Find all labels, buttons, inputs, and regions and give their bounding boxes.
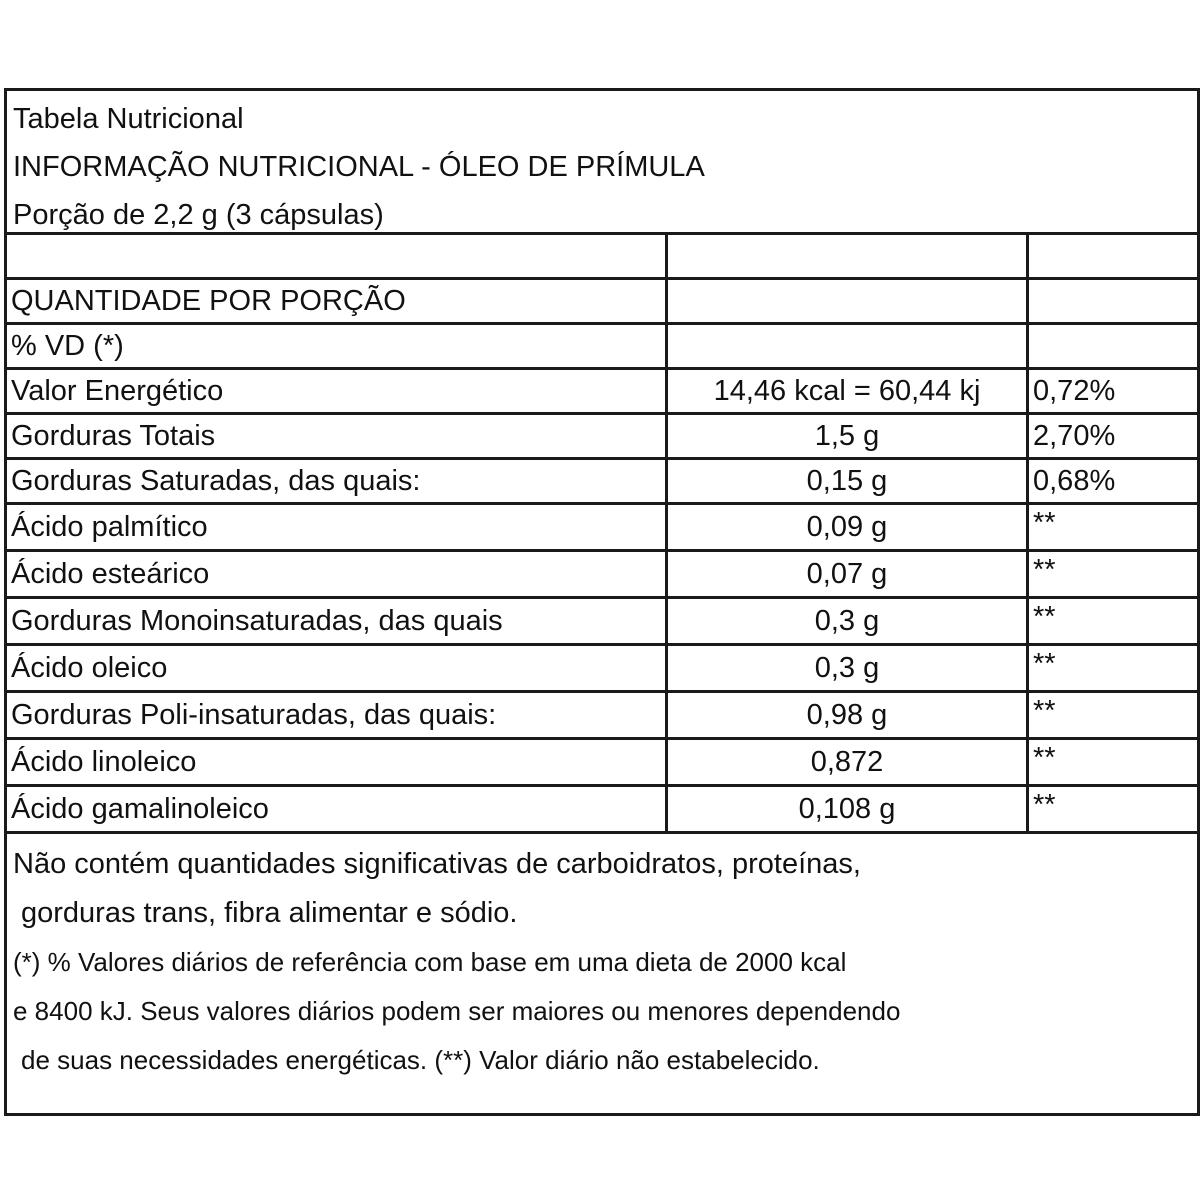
table-row: Ácido palmítico 0,09 g ** [7, 502, 1197, 552]
nutrient-amount: 0,09 g [665, 502, 1029, 552]
nutrient-amount: 1,5 g [665, 412, 1029, 460]
header-row: % VD (*) [7, 322, 1197, 370]
nutrient-name: Gorduras Totais [7, 412, 668, 460]
nutrient-amount: 14,46 kcal = 60,44 kj [665, 367, 1029, 415]
nutrient-name [7, 235, 668, 280]
nutrient-amount: 0,15 g [665, 457, 1029, 505]
nutrient-daily-value: 2,70% [1026, 412, 1197, 460]
table-row: Valor Energético 14,46 kcal = 60,44 kj 0,7… [7, 367, 1197, 415]
footnote-line: de suas necessidades energéticas. (**) V… [21, 1045, 820, 1075]
serving-size: Porção de 2,2 g (3 cápsulas) [13, 199, 384, 231]
footnote-line: e 8400 kJ. Seus valores diários podem se… [13, 996, 901, 1026]
nutrient-daily-value [1026, 235, 1197, 280]
table-title: Tabela Nutricional [13, 103, 244, 135]
nutrient-amount: 0,3 g [665, 596, 1029, 646]
footnotes: Não contém quantidades significativas de… [7, 834, 1197, 1085]
footnote-line: (*) % Valores diários de referência com … [13, 947, 847, 977]
nutrient-name: QUANTIDADE POR PORÇÃO [7, 277, 668, 325]
nutrient-daily-value: ** [1026, 502, 1197, 552]
nutrient-name: Ácido esteárico [7, 549, 668, 599]
nutrient-name: Gorduras Poli-insaturadas, das quais: [7, 690, 668, 740]
table-row: Ácido linoleico 0,872 ** [7, 737, 1197, 787]
nutrient-amount: 0,98 g [665, 690, 1029, 740]
nutrient-amount: 0,108 g [665, 784, 1029, 834]
nutrient-daily-value: ** [1026, 549, 1197, 599]
nutrient-name: % VD (*) [7, 322, 668, 370]
nutrient-name: Ácido palmítico [7, 502, 668, 552]
nutrient-daily-value: 0,72% [1026, 367, 1197, 415]
nutrient-name: Gorduras Monoinsaturadas, das quais [7, 596, 668, 646]
nutrient-amount: 0,872 [665, 737, 1029, 787]
nutrient-amount: 0,07 g [665, 549, 1029, 599]
nutrient-name: Valor Energético [7, 367, 668, 415]
nutrient-daily-value: ** [1026, 737, 1197, 787]
nutrient-amount [665, 277, 1029, 325]
nutrient-daily-value: 0,68% [1026, 457, 1197, 505]
nutrient-amount [665, 322, 1029, 370]
nutrient-daily-value [1026, 322, 1197, 370]
nutrient-daily-value [1026, 277, 1197, 325]
product-title: INFORMAÇÃO NUTRICIONAL - ÓLEO DE PRÍMULA [13, 151, 705, 183]
nutrient-amount [665, 235, 1029, 280]
nutrient-name: Ácido linoleico [7, 737, 668, 787]
header-row: QUANTIDADE POR PORÇÃO [7, 277, 1197, 325]
table-header: Tabela Nutricional INFORMAÇÃO NUTRICIONA… [7, 91, 1197, 235]
nutrient-name: Ácido oleico [7, 643, 668, 693]
nutrient-amount: 0,3 g [665, 643, 1029, 693]
header-row [7, 235, 1197, 280]
nutrition-table: Tabela Nutricional INFORMAÇÃO NUTRICIONA… [4, 88, 1200, 1116]
table-row: Gorduras Monoinsaturadas, das quais 0,3 g… [7, 596, 1197, 646]
table-row: Ácido oleico 0,3 g ** [7, 643, 1197, 693]
table-row: Gorduras Totais 1,5 g 2,70% [7, 412, 1197, 460]
nutrient-grid: QUANTIDADE POR PORÇÃO% VD (*) Valor Energ… [7, 235, 1197, 834]
nutrient-daily-value: ** [1026, 784, 1197, 834]
nutrient-daily-value: ** [1026, 690, 1197, 740]
table-row: Gorduras Poli-insaturadas, das quais: 0,9… [7, 690, 1197, 740]
footnote-line: Não contém quantidades significativas de… [13, 848, 861, 880]
footnote-line: gorduras trans, fibra alimentar e sódio. [21, 897, 518, 929]
nutrient-daily-value: ** [1026, 596, 1197, 646]
nutrient-name: Ácido gamalinoleico [7, 784, 668, 834]
nutrient-name: Gorduras Saturadas, das quais: [7, 457, 668, 505]
table-row: Ácido gamalinoleico 0,108 g ** [7, 784, 1197, 834]
nutrient-daily-value: ** [1026, 643, 1197, 693]
table-row: Gorduras Saturadas, das quais: 0,15 g 0,68… [7, 457, 1197, 505]
table-row: Ácido esteárico 0,07 g ** [7, 549, 1197, 599]
